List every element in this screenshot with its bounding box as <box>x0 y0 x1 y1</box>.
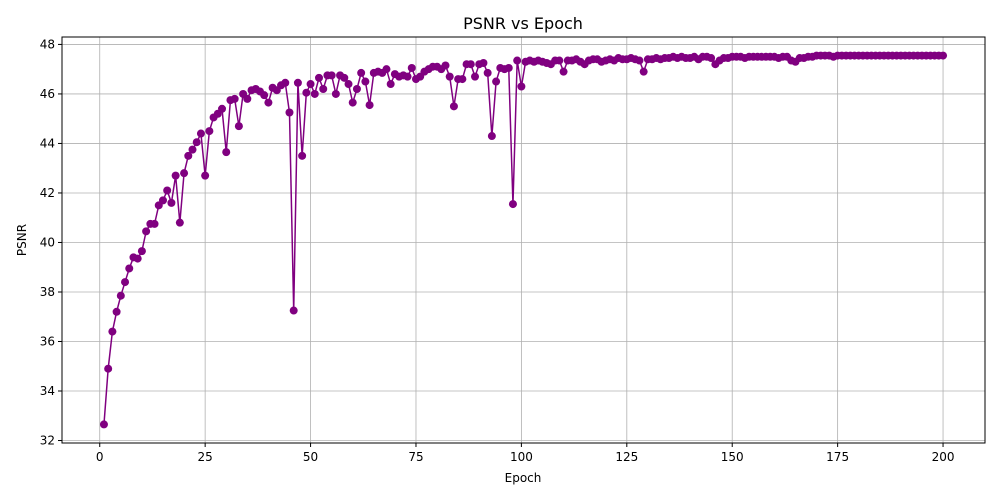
data-point <box>348 98 357 107</box>
y-tick-label: 34 <box>40 384 55 398</box>
data-point <box>281 78 290 87</box>
data-point <box>121 278 130 287</box>
data-point <box>939 51 948 60</box>
data-point <box>158 196 167 205</box>
data-point <box>479 58 488 67</box>
data-point <box>382 65 391 74</box>
plot-frame <box>61 36 986 444</box>
data-point <box>386 80 395 89</box>
data-point <box>298 151 307 160</box>
data-point <box>188 145 197 154</box>
data-point <box>487 132 496 141</box>
data-point <box>492 77 501 86</box>
chart-title: PSNR vs Epoch <box>463 14 583 33</box>
data-point <box>302 88 311 97</box>
data-point <box>285 108 294 117</box>
data-point <box>445 72 454 81</box>
x-tick-label: 175 <box>826 450 849 464</box>
data-point <box>441 61 450 70</box>
data-point <box>449 102 458 111</box>
data-point <box>555 56 564 65</box>
x-tick-label: 200 <box>932 450 955 464</box>
y-tick-label: 44 <box>40 136 55 150</box>
data-point <box>264 98 273 107</box>
data-point <box>142 227 151 236</box>
x-tick-label: 50 <box>303 450 318 464</box>
data-point <box>192 138 201 147</box>
data-point <box>125 264 134 273</box>
data-point <box>116 291 125 300</box>
y-tick-label: 48 <box>40 37 55 51</box>
x-tick-label: 125 <box>615 450 638 464</box>
data-point <box>137 247 146 256</box>
data-point <box>707 54 716 63</box>
data-point <box>504 63 513 72</box>
data-point <box>340 73 349 82</box>
data-point <box>314 73 323 82</box>
data-point <box>104 364 113 373</box>
y-tick-label: 40 <box>40 235 55 249</box>
data-point <box>222 148 231 157</box>
data-point <box>218 104 227 113</box>
data-point <box>331 89 340 98</box>
data-point <box>306 80 315 89</box>
data-point <box>150 219 159 228</box>
data-point <box>639 67 648 76</box>
data-point <box>483 68 492 77</box>
y-tick-label: 38 <box>40 285 55 299</box>
data-point <box>635 56 644 65</box>
data-point <box>180 169 189 178</box>
data-point <box>361 77 370 86</box>
data-point <box>466 60 475 69</box>
x-tick-label: 0 <box>96 450 104 464</box>
data-point <box>319 84 328 93</box>
x-tick-label: 100 <box>510 450 533 464</box>
x-tick-label: 75 <box>408 450 423 464</box>
data-point <box>133 254 142 263</box>
data-point <box>196 129 205 138</box>
y-tick-label: 32 <box>40 434 55 448</box>
data-point <box>163 186 172 195</box>
x-tick-label: 150 <box>721 450 744 464</box>
y-tick-label: 42 <box>40 186 55 200</box>
data-point <box>171 171 180 180</box>
data-point <box>293 78 302 87</box>
y-tick-label: 46 <box>40 87 55 101</box>
data-point <box>310 89 319 98</box>
data-point <box>167 198 176 207</box>
x-axis-label: Epoch <box>505 471 542 485</box>
y-tick-label: 36 <box>40 335 55 349</box>
data-point <box>205 127 214 136</box>
x-tick-label: 25 <box>198 450 213 464</box>
data-point <box>365 101 374 110</box>
data-point <box>260 91 269 100</box>
data-point <box>175 218 184 227</box>
data-point <box>403 72 412 81</box>
data-point <box>344 80 353 89</box>
data-point <box>357 68 366 77</box>
data-point <box>508 200 517 209</box>
data-point <box>201 171 210 180</box>
data-point <box>289 306 298 315</box>
data-point <box>471 72 480 81</box>
data-point <box>458 75 467 84</box>
data-point <box>559 67 568 76</box>
data-point <box>517 82 526 91</box>
data-point <box>108 327 117 336</box>
data-point <box>230 94 239 103</box>
data-point <box>234 122 243 131</box>
data-point <box>327 71 336 80</box>
data-point <box>243 94 252 103</box>
data-point <box>112 307 121 316</box>
y-axis-label: PSNR <box>15 224 29 256</box>
data-point <box>99 420 108 429</box>
data-point <box>407 63 416 72</box>
data-point <box>513 56 522 65</box>
data-point <box>352 84 361 93</box>
data-point <box>184 151 193 160</box>
